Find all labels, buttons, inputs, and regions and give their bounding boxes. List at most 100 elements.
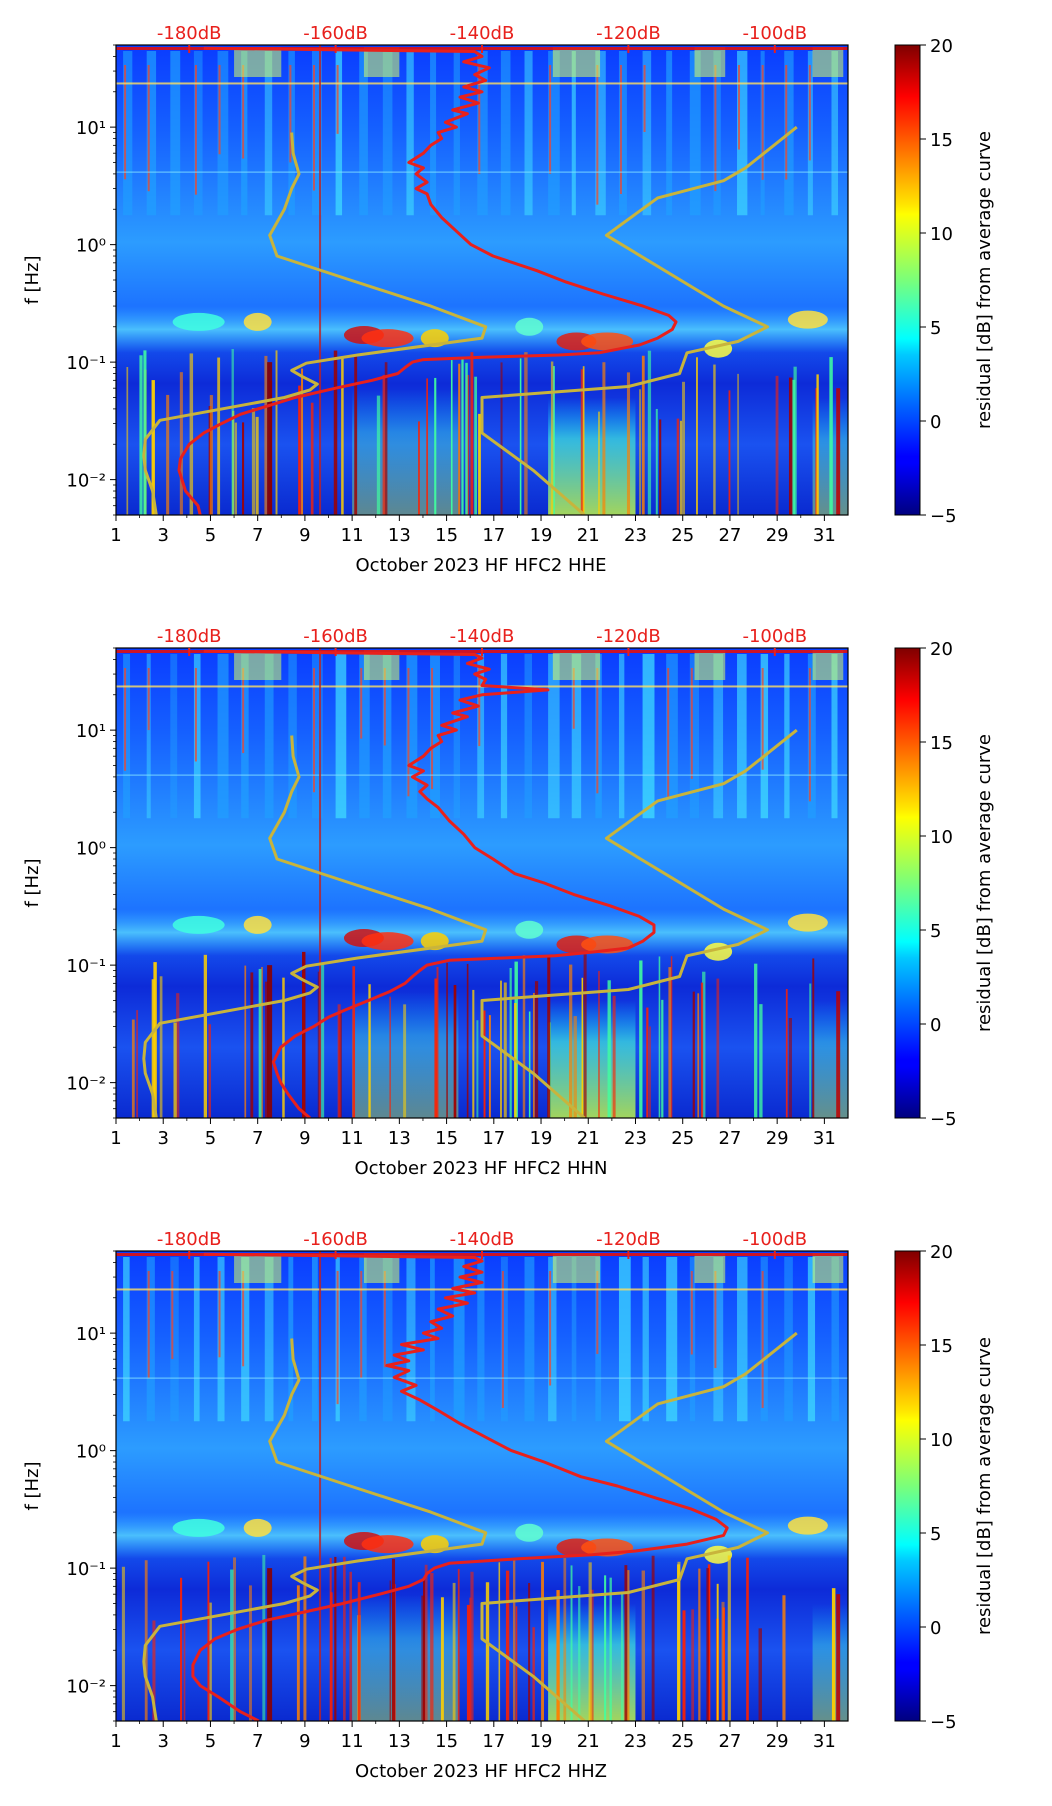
daily-stripe: [694, 47, 726, 77]
x-tick-label: 29: [766, 1128, 789, 1149]
lowfreq-energy: [812, 1000, 848, 1118]
daily-stripe: [548, 654, 560, 819]
x-tick-label: 15: [435, 525, 458, 546]
x-tick-label: 13: [388, 1128, 411, 1149]
transient-spike: [580, 369, 584, 515]
daily-stripe: [382, 654, 392, 819]
daily-stripe: [383, 1271, 386, 1368]
transient-spike: [556, 1590, 560, 1721]
transient-spike: [563, 1558, 567, 1721]
daily-stripe: [217, 1257, 225, 1422]
transient-spike: [713, 364, 716, 515]
transient-spike: [641, 1570, 645, 1721]
transient-spike: [282, 977, 285, 1118]
daily-stripe: [760, 1257, 768, 1422]
daily-stripe: [311, 51, 323, 216]
db-tick-label: -100dB: [742, 1229, 807, 1250]
colorbar: [894, 44, 921, 516]
transient-spike: [620, 1591, 624, 1721]
transient-spike: [262, 1554, 266, 1721]
daily-stripe: [264, 654, 274, 819]
colorbar-tick-label: −5: [930, 506, 957, 527]
daily-stripe: [524, 654, 533, 819]
daily-stripe: [500, 1257, 508, 1422]
transient-spike: [121, 1566, 125, 1721]
daily-stripe: [812, 1253, 844, 1283]
daily-stripe: [596, 65, 599, 205]
daily-stripe: [548, 51, 560, 216]
daily-stripe: [642, 654, 655, 819]
transient-spike: [453, 984, 457, 1118]
daily-stripe: [336, 1271, 339, 1405]
daily-stripe: [524, 1257, 535, 1422]
daily-stripe: [737, 1257, 748, 1422]
x-tick-label: 23: [624, 1128, 647, 1149]
transient-spike: [333, 350, 338, 515]
transient-spike: [581, 977, 584, 1118]
transient-spike: [317, 971, 321, 1118]
transient-spike: [209, 1602, 212, 1721]
daily-stripe: [807, 654, 816, 819]
transient-spike: [478, 413, 481, 515]
transient-spike: [661, 999, 664, 1118]
daily-stripe: [193, 1257, 200, 1422]
daily-stripe: [194, 65, 197, 195]
y-tick-label: 10⁻¹: [66, 353, 106, 374]
transient-spike: [775, 375, 779, 515]
energy-blob: [787, 913, 828, 932]
lowfreq-energy: [352, 1594, 459, 1721]
x-tick-label: 29: [766, 525, 789, 546]
median-psd-curve: [191, 1252, 729, 1721]
daily-stripe: [217, 51, 229, 216]
daily-stripe: [666, 51, 673, 216]
transient-spike: [503, 982, 507, 1118]
transient-spike: [461, 357, 464, 515]
daily-stripe: [689, 51, 701, 216]
daily-stripe: [571, 654, 582, 819]
daily-stripe: [147, 668, 150, 731]
transient-spike: [258, 968, 262, 1118]
daily-stripe: [737, 654, 747, 819]
transient-spike: [677, 1564, 681, 1721]
spectral-line: [116, 82, 848, 85]
spectral-line: [116, 1377, 848, 1379]
x-tick-label: 21: [577, 1128, 600, 1149]
db-tick-label: -180dB: [157, 23, 222, 44]
transient-spike: [658, 956, 661, 1118]
transient-spike: [343, 1556, 346, 1721]
transient-spike: [627, 1570, 630, 1721]
daily-stripe: [595, 51, 606, 216]
energy-blob: [172, 915, 225, 934]
x-tick-label: 23: [624, 525, 647, 546]
x-tick-label: 27: [718, 1128, 741, 1149]
x-tick-label: 25: [671, 1731, 694, 1752]
transient-spike: [298, 385, 301, 515]
daily-stripe: [500, 51, 511, 216]
daily-stripe: [359, 51, 368, 216]
colorbar-tick-label: 10: [930, 1430, 953, 1451]
daily-stripe: [431, 668, 434, 790]
x-tick-label: 31: [813, 1731, 836, 1752]
daily-stripe: [642, 1257, 649, 1422]
daily-stripe: [807, 1257, 816, 1422]
transient-spike: [698, 1568, 701, 1721]
transient-spike: [341, 356, 344, 515]
y-tick-label: 10⁻¹: [66, 1559, 106, 1580]
energy-blob: [361, 329, 414, 348]
transient-spike: [570, 1565, 573, 1721]
transient-spike: [692, 991, 695, 1118]
daily-stripe: [335, 654, 347, 819]
transient-spike: [485, 1582, 490, 1721]
transient-spike: [598, 411, 601, 515]
x-tick-label: 7: [252, 525, 263, 546]
colorbar-tick-label: 20: [930, 639, 953, 660]
x-tick-label: 15: [435, 1128, 458, 1149]
x-tick-label: 27: [718, 525, 741, 546]
lowfreq-energy: [352, 388, 459, 515]
daily-stripe: [500, 654, 508, 819]
x-tick-label: 11: [341, 1128, 364, 1149]
transient-spike: [534, 981, 539, 1118]
transient-spike: [159, 976, 163, 1118]
transient-spike: [788, 1018, 792, 1118]
transient-spike: [746, 1557, 749, 1721]
